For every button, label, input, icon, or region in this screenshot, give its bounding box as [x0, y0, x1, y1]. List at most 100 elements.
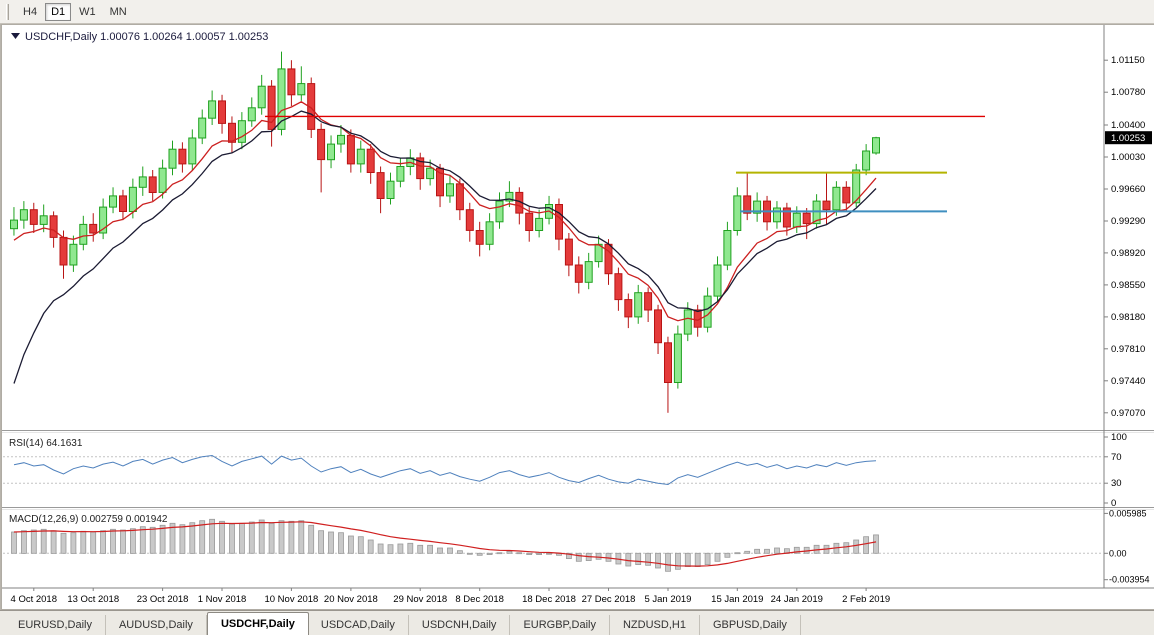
macd-histogram-bar — [873, 534, 879, 554]
macd-histogram-bar — [466, 552, 473, 555]
price-tick-label: 1.01150 — [1111, 55, 1145, 66]
candle-body — [297, 83, 306, 96]
candle-body — [802, 212, 811, 225]
chart-title: USDCHF,Daily 1.00076 1.00264 1.00057 1.0… — [25, 31, 268, 43]
time-tick-label: 29 Nov 2018 — [393, 594, 447, 605]
macd-histogram-bar — [714, 552, 721, 562]
tab-usdcnh-daily[interactable]: USDCNH,Daily — [409, 615, 511, 635]
macd-histogram-bar — [268, 522, 275, 554]
candle-body — [525, 212, 534, 231]
macd-histogram-bar — [30, 529, 37, 554]
macd-histogram-bar — [675, 552, 681, 570]
macd-histogram-bar — [338, 532, 344, 554]
macd-histogram-bar — [764, 548, 770, 554]
candle-body — [128, 186, 137, 213]
candle-body — [178, 148, 187, 165]
tab-label: EURGBP,Daily — [523, 619, 596, 631]
macd-histogram-bar — [308, 524, 315, 554]
candle-body — [485, 221, 494, 245]
macd-histogram-bar — [456, 550, 463, 554]
time-axis[interactable]: 4 Oct 2018 13 Oct 2018 23 Oct 2018 1 Nov 20… — [1, 587, 1154, 605]
macd-histogram-bar — [209, 518, 216, 554]
macd-histogram-bar — [120, 529, 126, 554]
price-tick-label: 0.97810 — [1111, 344, 1145, 355]
candle-body — [79, 223, 88, 245]
price-panel: USDCHF,Daily 1.00076 1.00264 1.00057 1.0… — [10, 31, 985, 413]
candle-body — [376, 172, 385, 200]
candle-body — [852, 169, 861, 204]
macd-histogram-bar — [635, 552, 642, 565]
time-tick-label: 24 Jan 2019 — [771, 594, 823, 605]
candle-body — [247, 107, 256, 122]
macd-histogram-bar — [655, 552, 661, 569]
timeframe-button-w1[interactable]: W1 — [73, 3, 102, 21]
candle-body — [455, 183, 464, 211]
tab-eurusd-daily[interactable]: EURUSD,Daily — [5, 615, 106, 635]
price-tick-label: 0.97440 — [1111, 376, 1145, 387]
candle-body — [584, 261, 593, 283]
macd-histogram-bar — [179, 524, 186, 554]
macd-histogram-bar — [407, 542, 414, 554]
price-tick-label: 1.00030 — [1111, 152, 1145, 163]
macd-histogram-bar — [129, 528, 136, 554]
tab-eurgbp-daily[interactable]: EURGBP,Daily — [510, 615, 610, 635]
macd-histogram-bar — [575, 552, 582, 562]
macd-histogram-bar — [278, 520, 285, 554]
candle-body — [188, 137, 197, 165]
rsi-scale-label: 70 — [1111, 452, 1122, 463]
time-tick-label: 5 Jan 2019 — [644, 594, 691, 605]
chart-border — [1, 24, 1154, 610]
timeframe-toolbar: H4 D1 W1 MN — [0, 0, 1154, 24]
candle-body — [99, 206, 108, 234]
timeframe-button-h4[interactable]: H4 — [17, 3, 43, 21]
candle-body — [39, 215, 48, 225]
macd-histogram-bar — [11, 531, 17, 554]
candle-body — [644, 292, 653, 311]
macd-histogram-bar — [397, 543, 404, 554]
macd-histogram-bar — [248, 521, 255, 554]
candle-body — [89, 223, 98, 234]
macd-histogram-bar — [774, 547, 780, 554]
macd-histogram-bar — [476, 552, 483, 556]
chart-area[interactable]: USDCHF,Daily 1.00076 1.00264 1.00057 1.0… — [0, 24, 1154, 610]
macd-histogram-bar — [684, 552, 691, 567]
candle-body — [49, 215, 58, 238]
macd-histogram-bar — [744, 550, 751, 554]
macd-histogram-bar — [417, 544, 424, 554]
tab-audusd-daily[interactable]: AUDUSD,Daily — [106, 615, 207, 635]
tab-usdchf-daily[interactable]: USDCHF,Daily — [206, 612, 309, 635]
chart-canvas[interactable]: USDCHF,Daily 1.00076 1.00264 1.00057 1.0… — [1, 24, 1154, 610]
time-tick-label: 10 Nov 2018 — [264, 594, 318, 605]
price-tick-label: 0.98920 — [1111, 248, 1145, 259]
macd-histogram-bar — [70, 532, 77, 554]
toolbar-grip[interactable] — [6, 3, 9, 20]
candle-body — [872, 137, 880, 154]
macd-histogram-bar — [595, 552, 602, 560]
timeframe-button-d1[interactable]: D1 — [45, 2, 72, 21]
macd-histogram-bar — [139, 526, 146, 554]
candle-body — [792, 212, 801, 228]
tab-nzdusd-h1[interactable]: NZDUSD,H1 — [610, 615, 700, 635]
macd-histogram-bar — [219, 520, 225, 554]
macd-histogram-bar — [357, 536, 364, 554]
tab-gbpusd-daily[interactable]: GBPUSD,Daily — [700, 615, 801, 635]
macd-histogram-bar — [377, 543, 384, 554]
ma-slow-line — [13, 110, 877, 384]
candle-body — [604, 243, 613, 275]
timeframe-button-mn[interactable]: MN — [104, 3, 133, 21]
candle-body — [614, 273, 623, 301]
macd-histogram-bar — [427, 544, 434, 554]
macd-histogram-bar — [516, 552, 523, 555]
candle-body — [257, 85, 266, 109]
symbol-dropdown-icon[interactable] — [11, 33, 20, 39]
candle-body — [654, 309, 662, 344]
candle-body — [158, 167, 167, 193]
price-scale[interactable]: 1.01150 1.00780 1.00400 1.00030 0.99660 0.992… — [1103, 24, 1152, 588]
macd-histogram-bar — [387, 544, 394, 554]
candle-body — [337, 134, 345, 145]
candle-body — [723, 230, 732, 266]
candle-body — [416, 157, 425, 180]
chart-background[interactable] — [1, 24, 1154, 610]
macd-histogram-bar — [843, 542, 850, 554]
tab-usdcad-daily[interactable]: USDCAD,Daily — [308, 615, 409, 635]
